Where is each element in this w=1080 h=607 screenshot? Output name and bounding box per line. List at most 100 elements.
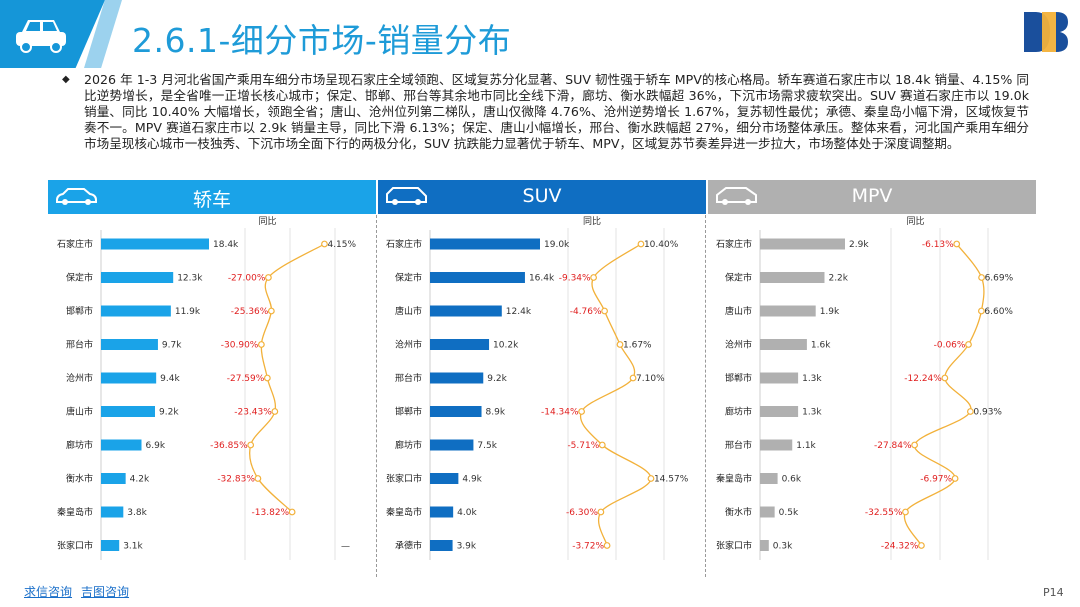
header: 2.6.1-细分市场-销量分布 — [0, 0, 1080, 68]
yoy-label: 6.69% — [985, 274, 1014, 284]
bar — [760, 305, 816, 317]
yoy-line — [903, 243, 985, 546]
bar — [430, 540, 453, 551]
category-label: 邯郸市 — [725, 372, 752, 384]
category-label: 唐山市 — [725, 305, 752, 317]
bar — [430, 473, 459, 484]
yoy-point — [247, 441, 255, 449]
bar — [430, 439, 474, 451]
value-label: 12.4k — [506, 307, 532, 317]
yoy-label: -6.30% — [566, 508, 598, 518]
page-title: 2.6.1-细分市场-销量分布 — [132, 21, 512, 60]
bar — [760, 506, 775, 518]
yoy-point — [953, 240, 961, 248]
value-label: 16.4k — [529, 274, 555, 284]
mpv-icon — [716, 187, 757, 205]
bar — [430, 305, 502, 317]
yoy-label: -9.34% — [559, 274, 591, 284]
value-label: 2.2k — [828, 274, 848, 284]
yoy-axis-label: 同比 — [906, 215, 924, 227]
yoy-label: -27.00% — [228, 274, 266, 284]
yoy-point — [951, 475, 959, 482]
yoy-point — [254, 475, 262, 482]
suv-title: SUV — [522, 185, 562, 207]
category-label: 廊坊市 — [725, 406, 752, 418]
bar — [760, 238, 845, 250]
suv-icon — [386, 187, 427, 205]
category-label: 承德市 — [395, 540, 422, 552]
yoy-point — [647, 475, 655, 482]
yoy-point — [603, 542, 611, 549]
category-label: 邢台市 — [395, 372, 422, 384]
yoy-label: -27.84% — [874, 441, 912, 451]
value-label: 11.9k — [175, 307, 201, 317]
yoy-point — [321, 240, 328, 248]
mpv-panel-header: MPV — [708, 180, 1036, 214]
yoy-label: 4.15% — [327, 240, 356, 250]
bar — [101, 372, 157, 384]
footer-link-jitu[interactable]: 吉图咨询 — [81, 585, 130, 599]
yoy-label: 0.93% — [973, 408, 1002, 418]
yoy-point — [257, 341, 265, 348]
category-label: 石家庄市 — [386, 238, 422, 250]
category-label: 衡水市 — [66, 473, 93, 485]
bar — [430, 372, 484, 384]
car-icon — [16, 20, 66, 53]
value-label: 9.2k — [159, 408, 179, 418]
bar — [760, 406, 799, 417]
category-label: 保定市 — [395, 272, 422, 284]
yoy-point — [911, 441, 918, 449]
category-label: 邯郸市 — [395, 406, 422, 418]
yoy-label: 6.60% — [984, 307, 1013, 317]
value-label: 3.8k — [127, 508, 147, 518]
yoy-point — [590, 274, 597, 281]
bar — [101, 272, 174, 283]
yoy-label: 7.10% — [636, 374, 665, 384]
yoy-label: 10.40% — [644, 240, 679, 250]
footer-link-qiuxin[interactable]: 求信咨询 — [24, 585, 73, 599]
yoy-label: -6.13% — [922, 240, 954, 250]
suv-panel-header: SUV — [378, 180, 706, 214]
bullet-icon: ◆ — [62, 74, 70, 85]
category-label: 沧州市 — [395, 339, 422, 351]
category-label: 邢台市 — [725, 439, 752, 451]
bar — [760, 272, 825, 283]
value-label: 3.1k — [123, 542, 143, 552]
category-label: 廊坊市 — [395, 439, 422, 451]
yoy-point — [598, 441, 606, 449]
bar — [760, 540, 769, 551]
value-label: 0.6k — [782, 475, 802, 485]
yoy-point — [637, 240, 645, 248]
yoy-point — [601, 307, 608, 315]
bar — [101, 339, 158, 350]
bar — [760, 439, 793, 451]
bar — [430, 506, 454, 518]
category-label: 廊坊市 — [66, 439, 93, 451]
yoy-label: -4.76% — [570, 307, 602, 317]
value-label: 19.0k — [544, 240, 570, 250]
category-label: 张家口市 — [716, 540, 752, 552]
yoy-label: -0.06% — [934, 341, 966, 351]
yoy-point — [978, 307, 985, 315]
yoy-label: 1.67% — [623, 341, 652, 351]
category-label: 保定市 — [66, 272, 93, 284]
category-label: 保定市 — [725, 272, 752, 284]
yoy-point — [288, 508, 296, 516]
category-label: 唐山市 — [66, 406, 93, 418]
category-label: 石家庄市 — [716, 238, 752, 250]
value-label: 1.6k — [811, 341, 831, 351]
bar — [101, 439, 142, 451]
yoy-point — [629, 374, 637, 382]
yoy-axis-label: 同比 — [258, 215, 276, 227]
yoy-label: -32.55% — [865, 508, 903, 518]
value-label: 1.1k — [796, 441, 816, 451]
value-label: 4.0k — [457, 508, 477, 518]
bar — [760, 339, 807, 350]
yoy-label: -5.71% — [567, 441, 599, 451]
value-label: 1.3k — [802, 408, 822, 418]
bar — [430, 238, 540, 250]
category-label: 张家口市 — [386, 473, 422, 485]
yoy-label: -32.83% — [217, 475, 255, 485]
bar — [101, 506, 124, 518]
